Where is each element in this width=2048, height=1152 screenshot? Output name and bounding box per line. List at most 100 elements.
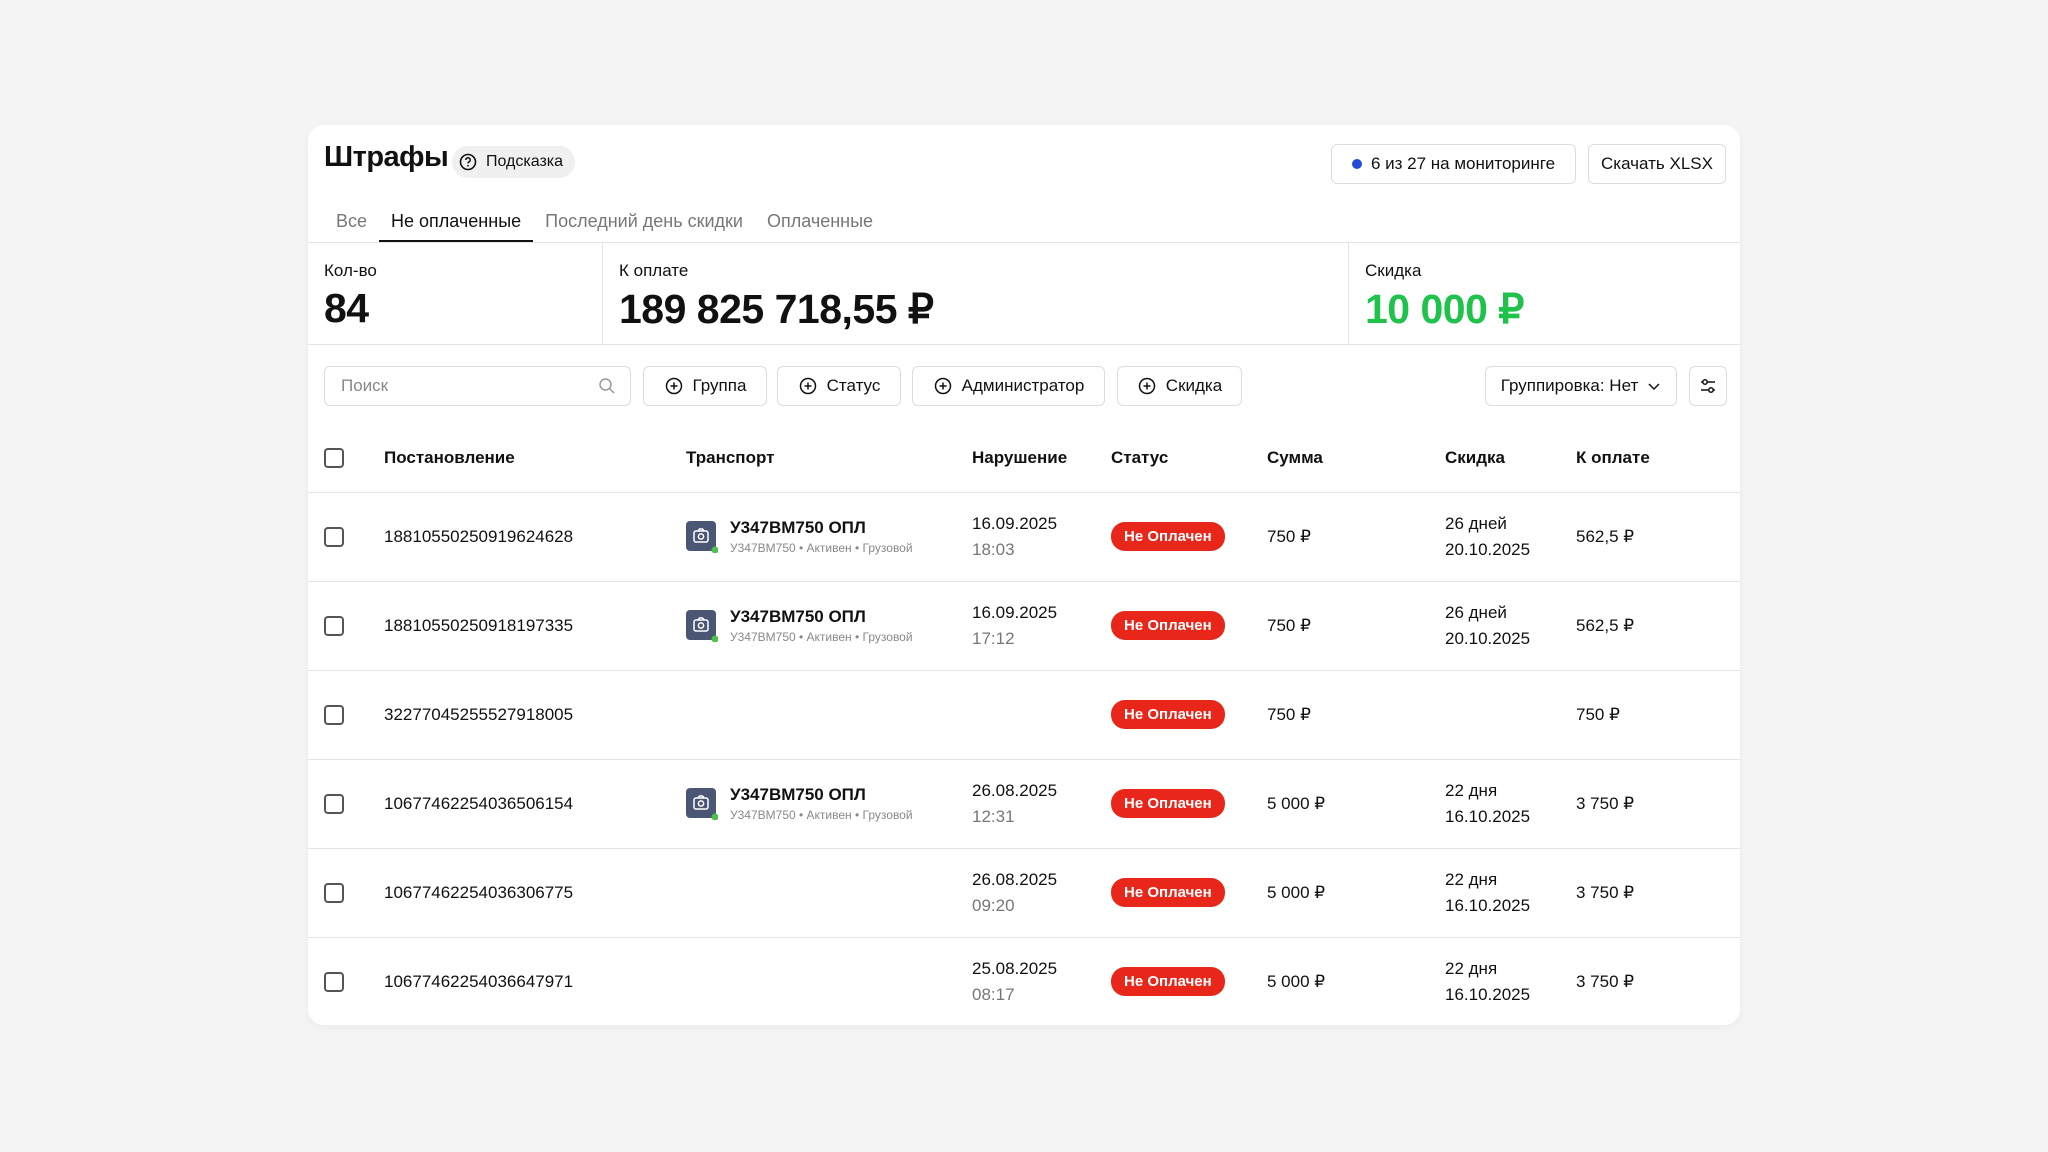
tab[interactable]: Оплаченные: [766, 210, 874, 231]
discount-days: 22 дня: [1445, 780, 1498, 800]
discount-days: 22 дня: [1445, 869, 1498, 889]
filter-label: Статус: [826, 376, 881, 395]
discount-date: 16.10.2025: [1445, 984, 1531, 1004]
discount-cell: 26 дней 20.10.2025: [1445, 581, 1576, 671]
discount-days: 22 дня: [1445, 958, 1498, 978]
status-pill: Не Оплачен: [1111, 878, 1225, 907]
stat-count: Кол-во 84: [308, 243, 603, 344]
violation-cell: 16.09.2025 18:03: [972, 492, 1111, 582]
hint-button[interactable]: Подсказка: [452, 146, 576, 178]
discount-cell: 22 дня 16.10.2025: [1445, 937, 1576, 1025]
filter-button[interactable]: Статус: [777, 366, 901, 406]
table-row: 18810550250919624628 У347ВМ750 ОПЛ У347ВМ7…: [308, 492, 1740, 582]
date: 25.08.2025: [972, 958, 1058, 978]
fine-id: 10677462254036506154: [384, 759, 686, 849]
plate: У347ВМ750 ОПЛ: [730, 785, 866, 804]
cell: [1658, 492, 1740, 582]
tab[interactable]: Не оплаченные: [379, 200, 534, 242]
checkbox[interactable]: [324, 793, 344, 814]
transport-text: У347ВМ750 ОПЛ У347ВМ750 • Активен • Грузо…: [730, 785, 913, 822]
download-button[interactable]: Скачать XLSX: [1588, 144, 1726, 184]
sum: 5 000 ₽: [1267, 759, 1445, 849]
sum: 5 000 ₽: [1267, 848, 1445, 938]
date: 16.09.2025: [972, 602, 1058, 622]
tab[interactable]: Все: [336, 210, 368, 231]
transport-sub: У347ВМ750 • Активен • Грузовой: [730, 541, 913, 555]
sum: 750 ₽: [1267, 492, 1445, 582]
filter-button[interactable]: Скидка: [1117, 366, 1242, 406]
filter-label: Администратор: [961, 376, 1085, 395]
stat-label: Скидка: [1365, 261, 1422, 280]
grouping-select[interactable]: Группировка: Нет: [1485, 366, 1677, 406]
violation-cell: 25.08.2025 08:17: [972, 937, 1111, 1025]
discount-cell: 22 дня 16.10.2025: [1445, 848, 1576, 938]
settings-button[interactable]: [1689, 366, 1727, 406]
checkbox[interactable]: [324, 448, 344, 469]
header-cell: К оплате: [1576, 425, 1658, 493]
cell: [308, 670, 384, 760]
cell: [1658, 759, 1740, 849]
plus-icon: [799, 377, 816, 395]
filter-button[interactable]: Администратор: [912, 366, 1105, 406]
filter-label: Группа: [692, 376, 747, 395]
cell: [1658, 581, 1740, 671]
plus-icon: [1138, 377, 1156, 395]
checkbox[interactable]: [324, 526, 344, 547]
sum: 5 000 ₽: [1267, 971, 1326, 991]
header-cell: Нарушение: [972, 425, 1111, 493]
header-cell: Скидка: [1445, 425, 1576, 493]
cell: [1658, 670, 1740, 760]
monitoring-button[interactable]: 6 из 27 на мониторинге: [1331, 144, 1576, 184]
discount-cell: 26 дней 20.10.2025: [1445, 492, 1576, 582]
fines-table: Постановление Транспорт Нарушение Статус Сум…: [308, 425, 1740, 1025]
search-placeholder: Поиск: [341, 376, 389, 395]
sum: 750 ₽: [1267, 670, 1445, 760]
checkbox[interactable]: [324, 971, 344, 992]
status-cell: Не Оплачен: [1111, 670, 1267, 760]
time: 08:17: [972, 984, 1015, 1004]
search-input[interactable]: Поиск: [324, 366, 631, 406]
to-pay: 3 750 ₽: [1576, 848, 1658, 938]
stat-value: 84: [324, 285, 369, 331]
transport-sub: У347ВМ750 • Активен • Грузовой: [730, 630, 913, 644]
discount-cell: 22 дня 16.10.2025: [1445, 759, 1576, 849]
checkbox[interactable]: [324, 704, 344, 725]
time: 18:03: [972, 539, 1015, 559]
time: 09:20: [972, 895, 1015, 915]
stat-discount: Скидка 10 000 ₽: [1349, 243, 1740, 344]
cell: [308, 848, 384, 938]
hint-label: Подсказка: [486, 153, 564, 170]
plus-icon: [934, 377, 951, 395]
status-dot: [1351, 159, 1362, 169]
plus-icon: [665, 377, 682, 395]
transport-text: У347ВМ750 ОПЛ У347ВМ750 • Активен • Грузо…: [730, 607, 913, 644]
header-cell: [308, 425, 384, 493]
header-cell: Транспорт: [686, 425, 972, 493]
table-row: 32277045255527918005 Не Оплачен 750 ₽ 750 ₽: [308, 670, 1740, 760]
cell: [308, 581, 384, 671]
filter-button[interactable]: Группа: [643, 366, 767, 406]
status-pill: Не Оплачен: [1111, 789, 1225, 818]
time: 17:12: [972, 628, 1015, 648]
plate: У347ВМ750 ОПЛ: [730, 518, 866, 537]
search-icon: [599, 378, 615, 394]
cell: [308, 759, 384, 849]
discount-days: 26 дней: [1445, 513, 1507, 533]
checkbox[interactable]: [324, 882, 344, 903]
transport-cell: У347ВМ750 ОПЛ У347ВМ750 • Активен • Грузо…: [686, 581, 972, 671]
discount-date: 20.10.2025: [1445, 539, 1531, 559]
table-row: 10677462254036647971 25.08.2025 08:17 Не Оп…: [308, 937, 1740, 1025]
header-cell: [1658, 425, 1740, 493]
stat-value: 10 000 ₽: [1365, 286, 1524, 332]
checkbox[interactable]: [324, 615, 344, 636]
transport-sub: У347ВМ750 • Активен • Грузовой: [730, 808, 913, 822]
tab[interactable]: Последний день скидки: [545, 210, 743, 231]
stat-label: К оплате: [619, 261, 689, 280]
filter-label: Скидка: [1165, 376, 1223, 395]
date: 26.08.2025: [972, 780, 1058, 800]
table-row: 10677462254036306775 26.08.2025 09:20 Не Оп…: [308, 848, 1740, 938]
table-row: 10677462254036506154 У347ВМ750 ОПЛ У347ВМ7…: [308, 759, 1740, 849]
discount-date: 16.10.2025: [1445, 806, 1531, 826]
download-label: Скачать XLSX: [1601, 154, 1713, 173]
to-pay: 562,5 ₽: [1576, 492, 1658, 582]
